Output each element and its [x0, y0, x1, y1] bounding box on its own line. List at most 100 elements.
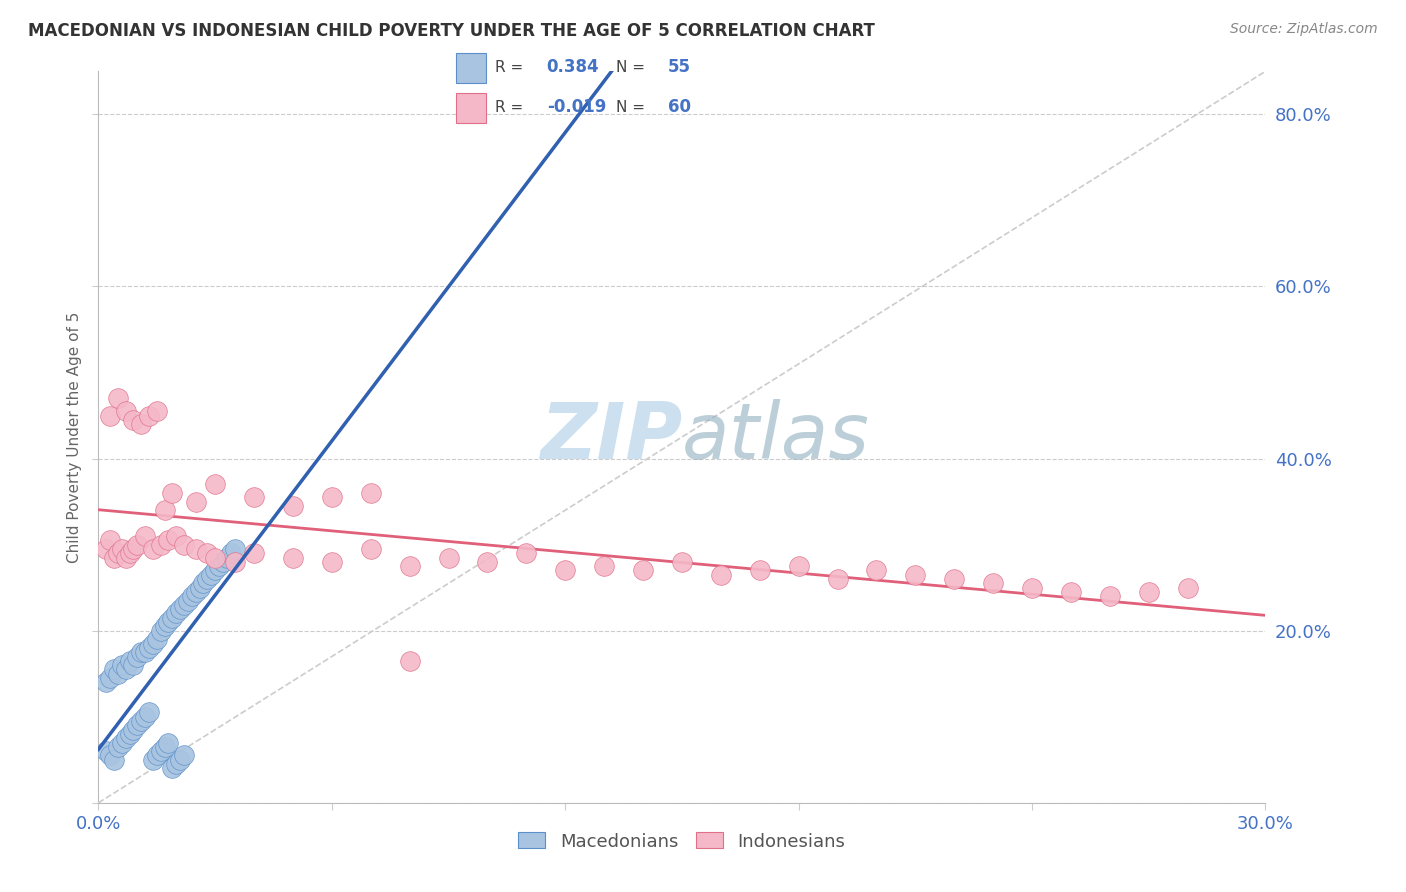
Point: [173, 748, 195, 763]
Point: [142, 753, 165, 767]
Point: [122, 723, 145, 737]
Point: [281, 499, 304, 513]
Point: [204, 550, 226, 565]
Point: [138, 706, 160, 720]
Point: [103, 753, 125, 767]
Point: [127, 718, 149, 732]
FancyBboxPatch shape: [456, 93, 486, 122]
Point: [107, 392, 129, 406]
Point: [114, 731, 136, 746]
Text: 0.384: 0.384: [547, 59, 599, 77]
Legend: Macedonians, Indonesians: Macedonians, Indonesians: [509, 823, 855, 860]
Point: [122, 541, 145, 556]
Point: [398, 559, 420, 574]
Point: [1021, 581, 1043, 595]
Point: [114, 404, 136, 418]
Point: [114, 662, 136, 676]
Point: [173, 538, 195, 552]
Point: [118, 546, 141, 560]
Point: [127, 538, 149, 552]
Text: Source: ZipAtlas.com: Source: ZipAtlas.com: [1230, 22, 1378, 37]
Point: [149, 624, 172, 638]
Point: [219, 546, 242, 560]
Point: [208, 559, 231, 574]
Point: [153, 739, 176, 754]
Point: [153, 503, 176, 517]
Point: [103, 550, 125, 565]
Point: [204, 477, 226, 491]
Point: [1177, 581, 1199, 595]
Point: [129, 645, 152, 659]
Point: [224, 555, 246, 569]
Y-axis label: Child Poverty Under the Age of 5: Child Poverty Under the Age of 5: [66, 311, 82, 563]
Point: [180, 589, 202, 603]
Point: [134, 529, 156, 543]
Point: [321, 555, 343, 569]
Point: [129, 714, 152, 728]
Text: R =: R =: [495, 60, 529, 75]
Point: [98, 409, 121, 423]
Point: [173, 598, 195, 612]
Point: [122, 658, 145, 673]
Point: [169, 602, 191, 616]
Point: [107, 546, 129, 560]
Point: [122, 413, 145, 427]
Point: [165, 607, 187, 621]
Point: [981, 576, 1004, 591]
Point: [111, 658, 134, 673]
Point: [103, 662, 125, 676]
Point: [114, 550, 136, 565]
Point: [96, 675, 118, 690]
FancyBboxPatch shape: [456, 54, 486, 83]
Point: [710, 567, 733, 582]
Point: [165, 757, 187, 772]
Point: [631, 564, 654, 578]
Point: [142, 637, 165, 651]
Point: [1098, 589, 1121, 603]
Point: [96, 744, 118, 758]
Point: [212, 555, 235, 569]
Point: [177, 593, 200, 607]
Point: [146, 404, 169, 418]
Point: [129, 417, 152, 432]
Point: [195, 546, 218, 560]
Point: [787, 559, 810, 574]
Point: [200, 567, 222, 582]
Text: ZIP: ZIP: [540, 399, 682, 475]
Point: [165, 529, 187, 543]
Point: [224, 541, 246, 556]
Point: [193, 576, 215, 591]
Point: [398, 654, 420, 668]
Point: [1060, 585, 1083, 599]
Point: [671, 555, 693, 569]
Point: [162, 761, 184, 775]
Point: [118, 654, 141, 668]
Point: [162, 611, 184, 625]
Text: 60: 60: [668, 98, 690, 116]
Point: [107, 666, 129, 681]
Point: [904, 567, 927, 582]
Point: [98, 533, 121, 548]
Point: [107, 739, 129, 754]
Point: [195, 572, 218, 586]
Text: N =: N =: [616, 100, 650, 115]
Point: [138, 640, 160, 655]
Point: [162, 486, 184, 500]
Point: [169, 753, 191, 767]
Point: [827, 572, 849, 586]
Point: [134, 645, 156, 659]
Point: [943, 572, 966, 586]
Point: [593, 559, 616, 574]
Point: [184, 585, 207, 599]
Point: [865, 564, 887, 578]
Point: [243, 491, 266, 505]
Point: [146, 632, 169, 647]
Point: [360, 486, 382, 500]
Point: [748, 564, 770, 578]
Point: [437, 550, 460, 565]
Point: [98, 671, 121, 685]
Point: [153, 619, 176, 633]
Point: [157, 735, 180, 749]
Point: [134, 710, 156, 724]
Point: [111, 735, 134, 749]
